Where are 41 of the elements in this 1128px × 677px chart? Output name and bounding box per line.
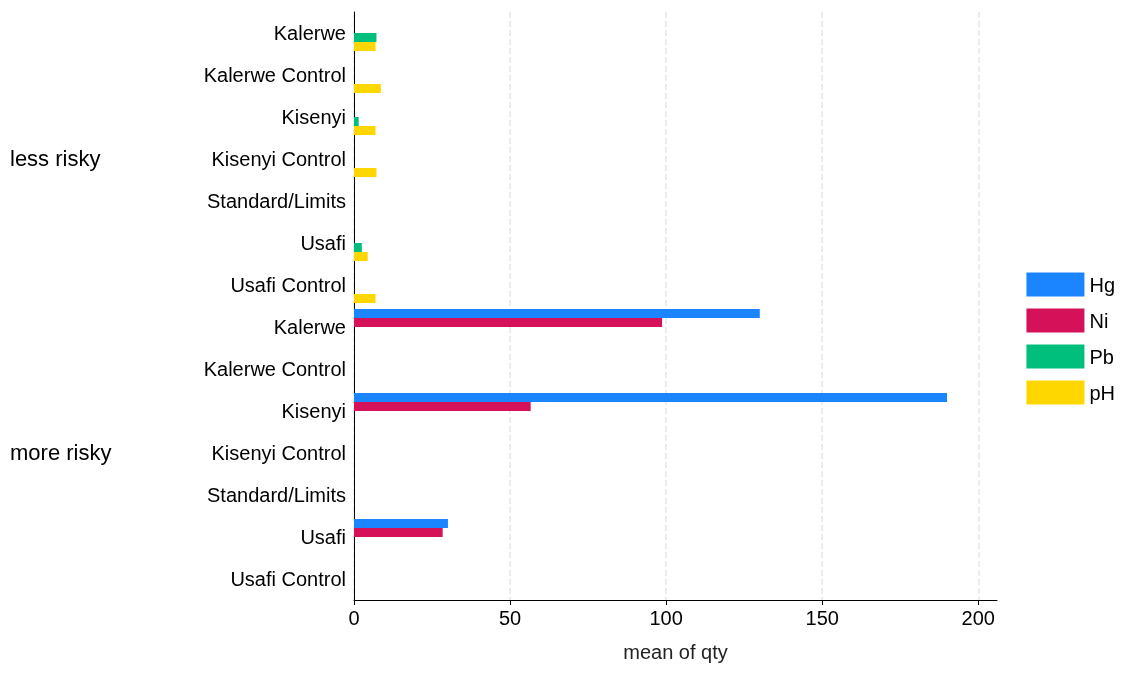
bar — [354, 33, 377, 43]
legend-label: Ni — [1089, 309, 1109, 332]
text: less risky — [10, 145, 101, 171]
y-tick-label: Kalerwe — [273, 316, 346, 338]
bar — [354, 518, 448, 528]
y-tick-label: Kisenyi Control — [211, 148, 346, 170]
y-tick-label: Usafi Control — [230, 568, 346, 590]
y-tick-label: Kalerwe Control — [203, 64, 346, 86]
bar — [354, 527, 443, 537]
y-tick-label: Kisenyi Control — [211, 442, 346, 464]
y-tick-label: Usafi — [300, 526, 346, 548]
y-tick-label: Usafi — [300, 232, 346, 254]
y-tick-label: Usafi Control — [230, 274, 346, 296]
y-tick-label: Kisenyi — [281, 106, 346, 128]
legend-label: Hg — [1089, 273, 1116, 296]
legend-label: pH — [1089, 381, 1116, 404]
bar — [354, 294, 376, 304]
bar — [354, 84, 381, 94]
bar — [354, 392, 948, 402]
x-tick-label: 0 — [348, 607, 360, 629]
bar — [354, 308, 760, 318]
y-tick-label: Kalerwe — [273, 22, 346, 44]
bar — [354, 126, 376, 136]
x-tick-label: 150 — [805, 607, 839, 629]
x-axis-title: mean of qty — [623, 641, 728, 663]
text: more risky — [10, 439, 112, 465]
bar — [354, 42, 376, 52]
legend-label: Pb — [1089, 345, 1114, 368]
bar — [354, 243, 362, 253]
y-tick-label: Standard/Limits — [207, 484, 346, 506]
bar — [354, 401, 531, 411]
y-tick-label: Kalerwe Control — [203, 358, 346, 380]
bar — [354, 317, 663, 327]
y-tick-label: Kisenyi — [281, 400, 346, 422]
bar — [354, 117, 359, 127]
x-tick-label: 100 — [649, 607, 683, 629]
bar — [354, 168, 377, 178]
bar — [354, 252, 368, 262]
x-tick-label: 200 — [961, 607, 995, 629]
x-tick-label: 50 — [498, 607, 522, 629]
y-tick-label: Standard/Limits — [207, 190, 346, 212]
